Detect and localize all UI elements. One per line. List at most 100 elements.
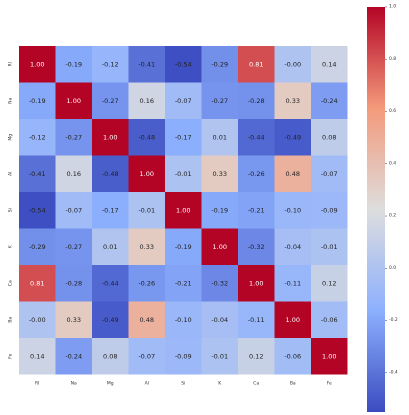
cell-value-label-Al-Si: -0.01 [175, 170, 192, 178]
cell-value-label-Si-K: -0.19 [211, 206, 228, 214]
cell-value-label-Ca-Ba: -0.11 [284, 279, 301, 287]
cell-value-label-Ba-Si: -0.10 [175, 316, 192, 324]
cell-value-label-Al-RI: -0.41 [29, 170, 46, 178]
heatmap-cell-Si-Si [165, 192, 202, 229]
cell-value-label-Mg-Si: -0.17 [175, 133, 192, 141]
colorbar-tick-label-0.8: 0.8 [389, 56, 396, 62]
cell-value-label-Na-Si: -0.07 [175, 97, 192, 105]
cell-value-label-Si-Si: 1.00 [176, 206, 190, 214]
cell-value-label-Na-Fe: -0.24 [321, 97, 338, 105]
x-tick-label-RI: RI [35, 381, 39, 387]
y-tick-label-RI: RI [8, 62, 14, 66]
heatmap-cell-Na-Ca [238, 82, 275, 119]
cell-value-label-K-Si: -0.19 [175, 243, 192, 251]
cell-value-label-Fe-Ca: 0.12 [249, 352, 263, 360]
cell-value-label-RI-Fe: 0.14 [322, 60, 336, 68]
cell-value-label-K-Al: 0.33 [140, 243, 154, 251]
cell-value-label-Mg-K: 0.01 [213, 133, 227, 141]
cell-value-label-Ca-Na: -0.28 [65, 279, 82, 287]
colorbar-tick-label--0.2: -0.2 [389, 317, 398, 323]
cell-value-label-K-Ba: -0.04 [284, 243, 301, 251]
cell-value-label-Al-K: 0.33 [213, 170, 227, 178]
heatmap-cell-Ba-RI [19, 301, 56, 338]
cell-value-label-RI-Al: -0.41 [138, 60, 155, 68]
heatmap-cell-Na-Na [55, 82, 92, 119]
heatmap-cell-Fe-Si [165, 338, 202, 375]
heatmap-cell-Al-Fe [311, 155, 348, 192]
heatmap-cell-Ca-Ca [238, 265, 275, 302]
x-tick-label-Si: Si [181, 381, 185, 387]
colorbar-gradient [367, 7, 385, 412]
cell-value-label-K-Mg: 0.01 [103, 243, 117, 251]
cell-value-label-Si-Mg: -0.17 [102, 206, 119, 214]
cell-value-label-Ca-RI: 0.81 [30, 279, 44, 287]
cell-value-label-K-Fe: -0.01 [321, 243, 338, 251]
cell-value-label-Ca-Mg: -0.44 [102, 279, 119, 287]
heatmap-cell-Ca-RI [19, 265, 56, 302]
heatmap-cell-K-RI [19, 228, 56, 265]
x-tick-label-Ca: Ca [253, 381, 259, 387]
colorbar-tick-label-0.2: 0.2 [389, 213, 396, 219]
heatmap-cell-Fe-Ca [238, 338, 275, 375]
heatmap-cell-K-Si [165, 228, 202, 265]
heatmap-cell-Al-K [201, 155, 238, 192]
heatmap-cell-RI-Na [55, 46, 92, 83]
y-tick-label-K: K [8, 244, 14, 248]
cell-value-label-RI-Ba: -0.00 [284, 60, 301, 68]
heatmap-cell-Na-Ba [274, 82, 311, 119]
heatmap-cell-Ca-Si [165, 265, 202, 302]
cell-value-label-Na-Al: 0.16 [140, 97, 154, 105]
cell-value-label-RI-Mg: -0.12 [102, 60, 119, 68]
heatmap-cell-Mg-Ba [274, 119, 311, 156]
heatmap-cell-Na-Al [128, 82, 165, 119]
cell-value-label-Al-Ca: -0.26 [248, 170, 265, 178]
heatmap-cell-Ba-Ba [274, 301, 311, 338]
heatmap-cell-Fe-Mg [92, 338, 129, 375]
cell-value-label-Al-Ba: 0.48 [286, 170, 300, 178]
cell-value-label-Ba-Fe: -0.06 [321, 316, 338, 324]
heatmap-cell-Fe-Na [55, 338, 92, 375]
cell-value-label-Mg-Ca: -0.44 [248, 133, 265, 141]
heatmap-cell-Al-Al [128, 155, 165, 192]
heatmap-cell-Fe-Ba [274, 338, 311, 375]
cell-value-label-Ba-RI: -0.00 [29, 316, 46, 324]
heatmap-cell-Ba-Mg [92, 301, 129, 338]
cell-value-label-Fe-RI: 0.14 [30, 352, 44, 360]
y-tick-label-Ba: Ba [8, 317, 14, 323]
heatmap-cell-K-Ca [238, 228, 275, 265]
colorbar-tick-label-1.0: 1.0 [389, 4, 396, 10]
heatmap-cell-Mg-Si [165, 119, 202, 156]
colorbar: -0.4 -0.2 0.0 0.2 0.4 0.6 0.8 1.0 [367, 4, 398, 412]
cell-value-label-K-Ca: -0.32 [248, 243, 265, 251]
cell-value-label-Si-Fe: -0.09 [321, 206, 338, 214]
heatmap-cell-Mg-RI [19, 119, 56, 156]
heatmap-cell-Ca-Al [128, 265, 165, 302]
cell-value-label-Si-RI: -0.54 [29, 206, 46, 214]
heatmap-cell-RI-Si [165, 46, 202, 83]
heatmap-cell-Fe-Al [128, 338, 165, 375]
cell-value-label-Al-Mg: -0.48 [102, 170, 119, 178]
cell-value-label-Ca-K: -0.32 [211, 279, 228, 287]
x-tick-label-Ba: Ba [290, 381, 296, 387]
heatmap-cell-Na-RI [19, 82, 56, 119]
colorbar-tick-label-0.6: 0.6 [389, 108, 396, 114]
cell-value-label-Ba-Al: 0.48 [140, 316, 154, 324]
x-tick-label-Al: Al [145, 381, 149, 387]
y-tick-label-Na: Na [8, 97, 14, 103]
heatmap-cell-Ba-Na [55, 301, 92, 338]
cell-value-label-Ba-Ca: -0.11 [248, 316, 265, 324]
cell-value-label-RI-K: -0.29 [211, 60, 228, 68]
heatmap-cell-Al-RI [19, 155, 56, 192]
cell-value-label-Ca-Al: -0.26 [138, 279, 155, 287]
cell-value-label-Ba-Na: 0.33 [67, 316, 81, 324]
cell-value-label-Ca-Fe: 0.12 [322, 279, 336, 287]
cell-value-label-K-RI: -0.29 [29, 243, 46, 251]
cell-value-label-Ba-Mg: -0.49 [102, 316, 119, 324]
heatmap-cell-Si-Al [128, 192, 165, 229]
cell-value-label-Al-Al: 1.00 [140, 170, 154, 178]
cell-value-label-Mg-Ba: -0.49 [284, 133, 301, 141]
heatmap-cell-Si-Mg [92, 192, 129, 229]
heatmap-cell-Si-RI [19, 192, 56, 229]
y-tick-label-Fe: Fe [8, 353, 14, 358]
heatmap-cell-RI-RI [19, 46, 56, 83]
